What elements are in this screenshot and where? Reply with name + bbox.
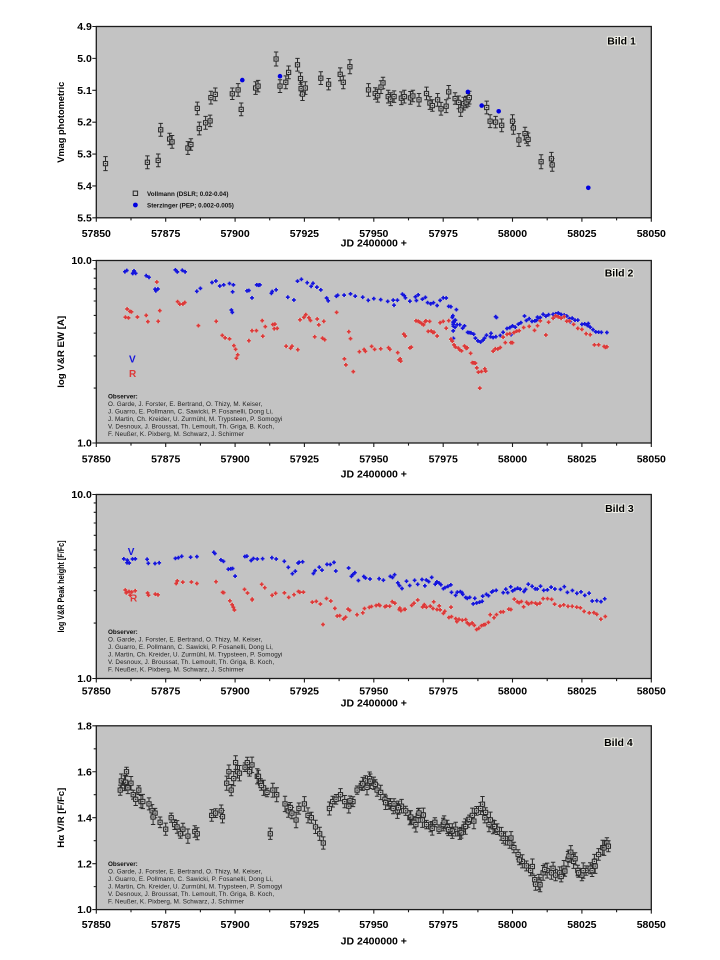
svg-text:57875: 57875 [151, 919, 180, 931]
svg-text:57925: 57925 [290, 228, 319, 240]
svg-text:58050: 58050 [637, 686, 666, 698]
svg-text:5.5: 5.5 [77, 212, 92, 224]
svg-text:1.4: 1.4 [77, 812, 92, 824]
svg-text:58050: 58050 [637, 454, 666, 466]
svg-text:J. Martin, Ch. Kreider, U. Zur: J. Martin, Ch. Kreider, U. Zurmühl, M. T… [108, 652, 283, 659]
svg-text:F. Neußer, K. Pixberg, M. Schw: F. Neußer, K. Pixberg, M. Schwarz, J. Sc… [108, 431, 244, 438]
svg-text:JD 2400000 +: JD 2400000 + [341, 698, 407, 710]
svg-text:10.0: 10.0 [71, 255, 92, 267]
svg-text:JD 2400000 +: JD 2400000 + [341, 936, 407, 948]
svg-text:JD 2400000 +: JD 2400000 + [341, 469, 407, 481]
svg-text:Vmag photometric: Vmag photometric [56, 82, 67, 163]
svg-text:57975: 57975 [429, 686, 458, 698]
svg-text:57850: 57850 [82, 686, 111, 698]
svg-text:57925: 57925 [290, 454, 319, 466]
svg-text:57975: 57975 [429, 228, 458, 240]
svg-text:57850: 57850 [82, 228, 111, 240]
svg-text:V: V [128, 547, 135, 558]
svg-text:Observer:: Observer: [108, 393, 138, 400]
svg-text:58000: 58000 [498, 919, 527, 931]
svg-text:57900: 57900 [220, 228, 249, 240]
svg-text:R: R [130, 593, 138, 604]
svg-text:F. Neußer, K. Pixberg, M. Schw: F. Neußer, K. Pixberg, M. Schwarz, J. Sc… [108, 667, 244, 674]
svg-text:J. Martin, Ch. Kreider, U. Zur: J. Martin, Ch. Kreider, U. Zurmühl, M. T… [108, 884, 283, 891]
svg-text:57875: 57875 [151, 686, 180, 698]
svg-text:5.0: 5.0 [77, 53, 92, 65]
svg-text:57925: 57925 [290, 686, 319, 698]
svg-text:57900: 57900 [220, 919, 249, 931]
svg-text:J. Martin, Ch. Kreider, U. Zur: J. Martin, Ch. Kreider, U. Zurmühl, M. T… [108, 416, 283, 423]
svg-text:5.2: 5.2 [77, 117, 92, 129]
svg-text:57900: 57900 [220, 686, 249, 698]
svg-text:57850: 57850 [82, 454, 111, 466]
svg-text:V. Desnoux, J. Broussat, Th. L: V. Desnoux, J. Broussat, Th. Lemoult, Th… [108, 423, 274, 430]
svg-text:Vollmann (DSLR; 0.02-0.04): Vollmann (DSLR; 0.02-0.04) [147, 191, 228, 198]
svg-text:57950: 57950 [359, 919, 388, 931]
svg-text:1.6: 1.6 [77, 766, 92, 778]
svg-text:5.4: 5.4 [77, 181, 92, 193]
svg-text:10.0: 10.0 [71, 489, 92, 501]
svg-text:57875: 57875 [151, 228, 180, 240]
svg-text:58000: 58000 [498, 228, 527, 240]
svg-text:Sterzinger (PEP; 0.002-0.005): Sterzinger (PEP; 0.002-0.005) [147, 203, 234, 210]
svg-text:O. Garde, J. Forster, E. Bertr: O. Garde, J. Forster, E. Bertrand, O. Th… [108, 869, 262, 876]
svg-text:57850: 57850 [82, 919, 111, 931]
svg-text:1.0: 1.0 [77, 904, 92, 916]
svg-text:57975: 57975 [429, 919, 458, 931]
svg-text:V: V [129, 355, 136, 366]
svg-text:57975: 57975 [429, 454, 458, 466]
svg-text:Bild 3: Bild 3 [605, 503, 634, 515]
svg-text:58025: 58025 [567, 454, 596, 466]
svg-text:Hα V/R [F/Fc]: Hα V/R [F/Fc] [56, 788, 67, 848]
svg-text:58000: 58000 [498, 686, 527, 698]
svg-text:O. Garde, J. Forster, E. Bertr: O. Garde, J. Forster, E. Bertrand, O. Th… [108, 637, 262, 644]
svg-text:JD 2400000 +: JD 2400000 + [341, 238, 407, 250]
svg-text:V. Desnoux, J. Broussat, Th. L: V. Desnoux, J. Broussat, Th. Lemoult, Th… [108, 891, 274, 898]
svg-text:Bild 4: Bild 4 [604, 737, 633, 749]
svg-text:57950: 57950 [359, 454, 388, 466]
svg-text:5.3: 5.3 [77, 149, 92, 161]
svg-text:58025: 58025 [567, 228, 596, 240]
svg-text:1.8: 1.8 [77, 720, 92, 732]
svg-text:Observer:: Observer: [108, 861, 138, 868]
svg-text:J. Guarro, E. Pollmann, C. Saw: J. Guarro, E. Pollmann, C. Sawicki, P. F… [108, 408, 273, 415]
svg-text:4.9: 4.9 [77, 21, 92, 33]
svg-text:58050: 58050 [637, 919, 666, 931]
svg-text:1.0: 1.0 [77, 673, 92, 685]
svg-text:J. Guarro, E. Pollmann, C. Saw: J. Guarro, E. Pollmann, C. Sawicki, P. F… [108, 876, 273, 883]
svg-text:Bild 2: Bild 2 [605, 268, 634, 280]
svg-text:57925: 57925 [290, 919, 319, 931]
svg-text:O. Garde, J. Forster, E. Bertr: O. Garde, J. Forster, E. Bertrand, O. Th… [108, 401, 262, 408]
svg-text:1.2: 1.2 [77, 858, 92, 870]
svg-text:58025: 58025 [567, 919, 596, 931]
svg-text:Bild 1: Bild 1 [607, 36, 636, 48]
svg-text:58025: 58025 [567, 686, 596, 698]
svg-text:log V&R Peak height [F/Fc]: log V&R Peak height [F/Fc] [56, 541, 67, 633]
svg-text:57950: 57950 [359, 686, 388, 698]
svg-text:log V&R EW [A]: log V&R EW [A] [56, 316, 67, 388]
svg-text:58050: 58050 [637, 228, 666, 240]
svg-text:57950: 57950 [359, 228, 388, 240]
svg-text:F. Neußer, K. Pixberg, M. Schw: F. Neußer, K. Pixberg, M. Schwarz, J. Sc… [108, 899, 244, 906]
svg-text:5.1: 5.1 [77, 85, 92, 97]
svg-text:1.0: 1.0 [77, 438, 92, 450]
svg-text:Observer:: Observer: [108, 629, 138, 636]
svg-text:57875: 57875 [151, 454, 180, 466]
svg-text:R: R [129, 369, 137, 380]
svg-text:58000: 58000 [498, 454, 527, 466]
svg-text:J. Guarro, E. Pollmann, C. Saw: J. Guarro, E. Pollmann, C. Sawicki, P. F… [108, 644, 273, 651]
svg-text:V. Desnoux, J. Broussat, Th. L: V. Desnoux, J. Broussat, Th. Lemoult, Th… [108, 659, 274, 666]
svg-text:57900: 57900 [220, 454, 249, 466]
